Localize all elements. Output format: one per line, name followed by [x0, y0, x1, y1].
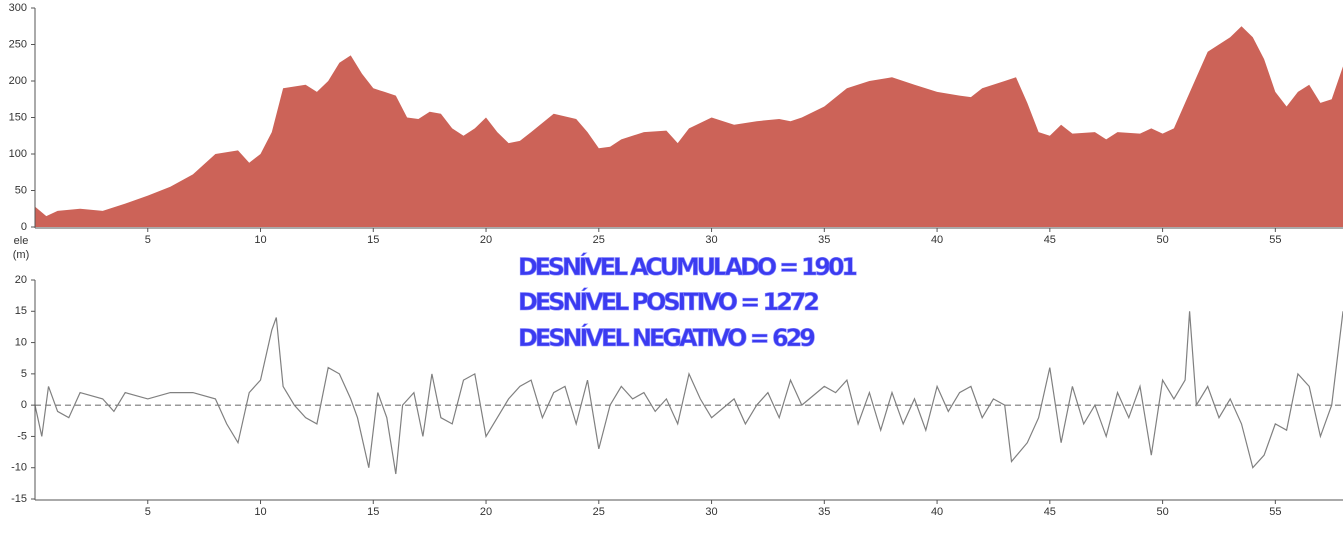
y-tick-label: 0 — [21, 221, 27, 233]
y-tick-label: 5 — [21, 368, 27, 380]
x-tick-label: 35 — [818, 234, 830, 246]
y-tick-label: 150 — [9, 111, 27, 123]
x-tick-label: 5 — [145, 506, 151, 518]
y-tick-label: 200 — [9, 75, 27, 87]
x-tick-label: 25 — [593, 234, 605, 246]
y-tick-label: 300 — [9, 2, 27, 14]
annotation: DESNÍVEL NEGATIVO = 629 — [518, 323, 816, 352]
y-tick-label: -10 — [11, 462, 27, 474]
y-axis-unit: (m) — [13, 249, 30, 261]
x-tick-label: 10 — [254, 506, 266, 518]
x-tick-label: 15 — [367, 234, 379, 246]
x-tick-label: 15 — [367, 506, 379, 518]
x-tick-label: 40 — [931, 234, 943, 246]
x-tick-label: 35 — [818, 506, 830, 518]
annotation: DESNÍVEL ACUMULADO = 1901 — [518, 252, 858, 281]
x-tick-label: 45 — [1044, 234, 1056, 246]
y-tick-label: 15 — [15, 305, 27, 317]
y-tick-label: 50 — [15, 184, 27, 196]
y-tick-label: 0 — [21, 399, 27, 411]
x-tick-label: 25 — [593, 506, 605, 518]
x-tick-label: 40 — [931, 506, 943, 518]
y-tick-label: 250 — [9, 38, 27, 50]
y-tick-label: -5 — [17, 430, 27, 442]
x-tick-label: 55 — [1269, 234, 1281, 246]
y-tick-label: 20 — [15, 274, 27, 286]
y-tick-label: -15 — [11, 493, 27, 505]
x-tick-label: 50 — [1156, 234, 1168, 246]
x-tick-label: 30 — [705, 506, 717, 518]
x-tick-label: 5 — [145, 234, 151, 246]
x-tick-label: 50 — [1156, 506, 1168, 518]
x-tick-label: 55 — [1269, 506, 1281, 518]
x-tick-label: 20 — [480, 506, 492, 518]
y-axis-label: ele — [14, 235, 29, 247]
y-tick-label: 10 — [15, 336, 27, 348]
line — [34, 311, 1343, 475]
x-tick-label: 30 — [705, 234, 717, 246]
y-tick-label: 100 — [9, 148, 27, 160]
annotation: DESNÍVEL POSITIVO = 1272 — [518, 287, 820, 316]
x-tick-label: 45 — [1044, 506, 1056, 518]
x-tick-label: 20 — [480, 234, 492, 246]
x-tick-label: 10 — [254, 234, 266, 246]
area — [35, 26, 1343, 227]
